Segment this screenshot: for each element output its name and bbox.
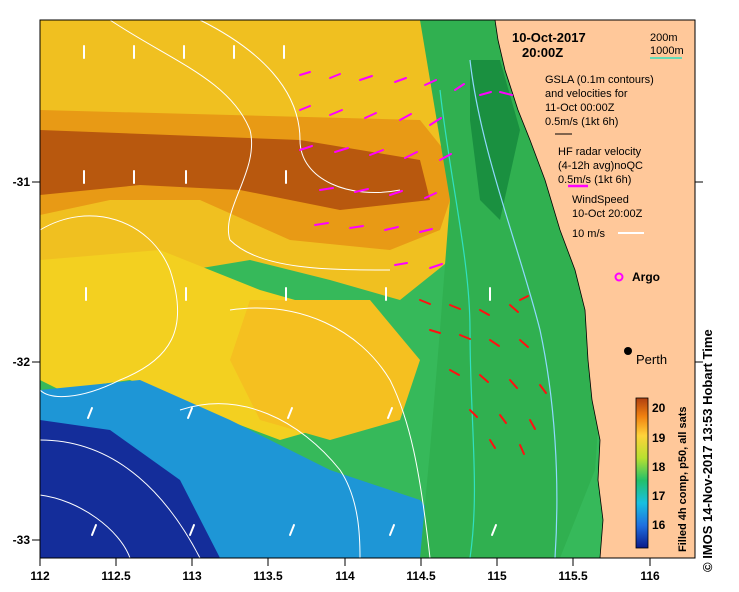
- time-title: 20:00Z: [522, 45, 563, 60]
- wind-label-1: WindSpeed: [572, 194, 629, 206]
- x-tick-label: 115.5: [558, 569, 588, 583]
- x-tick-label: 115: [487, 569, 507, 583]
- x-tick-label: 114: [335, 569, 355, 583]
- depth-contours: [439, 59, 558, 559]
- hf-scale-label: 0.5m/s (1kt 6h): [558, 174, 631, 186]
- colorbar-tick: 16: [652, 518, 666, 532]
- gsla-scale-label: 0.5m/s (1kt 6h): [545, 116, 618, 128]
- hf-radar-vectors: [299, 71, 547, 455]
- depth-1000-label: 1000m: [650, 45, 684, 57]
- wind-label-2: 10-Oct 20:00Z: [572, 208, 643, 220]
- colorbar-tick: 19: [652, 431, 666, 445]
- y-tick-label: -31: [13, 175, 31, 189]
- colorbar-tick: 18: [652, 460, 666, 474]
- hf-label-1: HF radar velocity: [558, 146, 642, 158]
- colorbar-title: Filled 4h comp, p50, all sats: [677, 407, 689, 553]
- axis-ticks: [32, 181, 703, 566]
- plot-frame: [39, 19, 696, 559]
- y-axis-labels: -31 -32 -33: [13, 175, 31, 547]
- x-tick-label: 112.5: [101, 569, 131, 583]
- y-tick-label: -32: [13, 355, 31, 369]
- argo-marker: [614, 272, 624, 282]
- hf-label-2: (4-12h avg)noQC: [558, 160, 643, 172]
- depth-200-label: 200m: [650, 32, 678, 44]
- gsla-label-2: and velocities for: [545, 88, 628, 100]
- legend-block: 10-Oct-2017 20:00Z 200m 1000m GSLA (0.1m…: [512, 30, 684, 367]
- colorbar-gradient: [635, 397, 649, 549]
- colorbar-tick: 17: [652, 489, 666, 503]
- perth-label: Perth: [636, 352, 667, 367]
- x-axis-labels: 112 112.5 113 113.5 114 114.5 115 115.5 …: [30, 569, 660, 583]
- x-tick-label: 113: [182, 569, 202, 583]
- credit-label: © IMOS 14-Nov-2017 13:53 Hobart Time: [700, 329, 715, 572]
- colorbar-tick: 20: [652, 401, 666, 415]
- argo-label: Argo: [632, 270, 660, 284]
- x-tick-label: 116: [640, 569, 660, 583]
- wind-scale-label: 10 m/s: [572, 228, 606, 240]
- perth-marker: [624, 347, 632, 355]
- colorbar: 20 19 18 17 16 Filled 4h comp, p50, all …: [635, 397, 689, 553]
- x-tick-label: 112: [30, 569, 50, 583]
- x-tick-label: 114.5: [406, 569, 436, 583]
- x-tick-label: 113.5: [253, 569, 283, 583]
- y-tick-label: -33: [13, 533, 31, 547]
- date-title: 10-Oct-2017: [512, 30, 586, 45]
- gsla-contours: [39, 19, 431, 559]
- gsla-label-3: 11-Oct 00:00Z: [545, 102, 615, 114]
- gsla-label-1: GSLA (0.1m contours): [545, 74, 654, 86]
- wind-vectors: [83, 45, 497, 536]
